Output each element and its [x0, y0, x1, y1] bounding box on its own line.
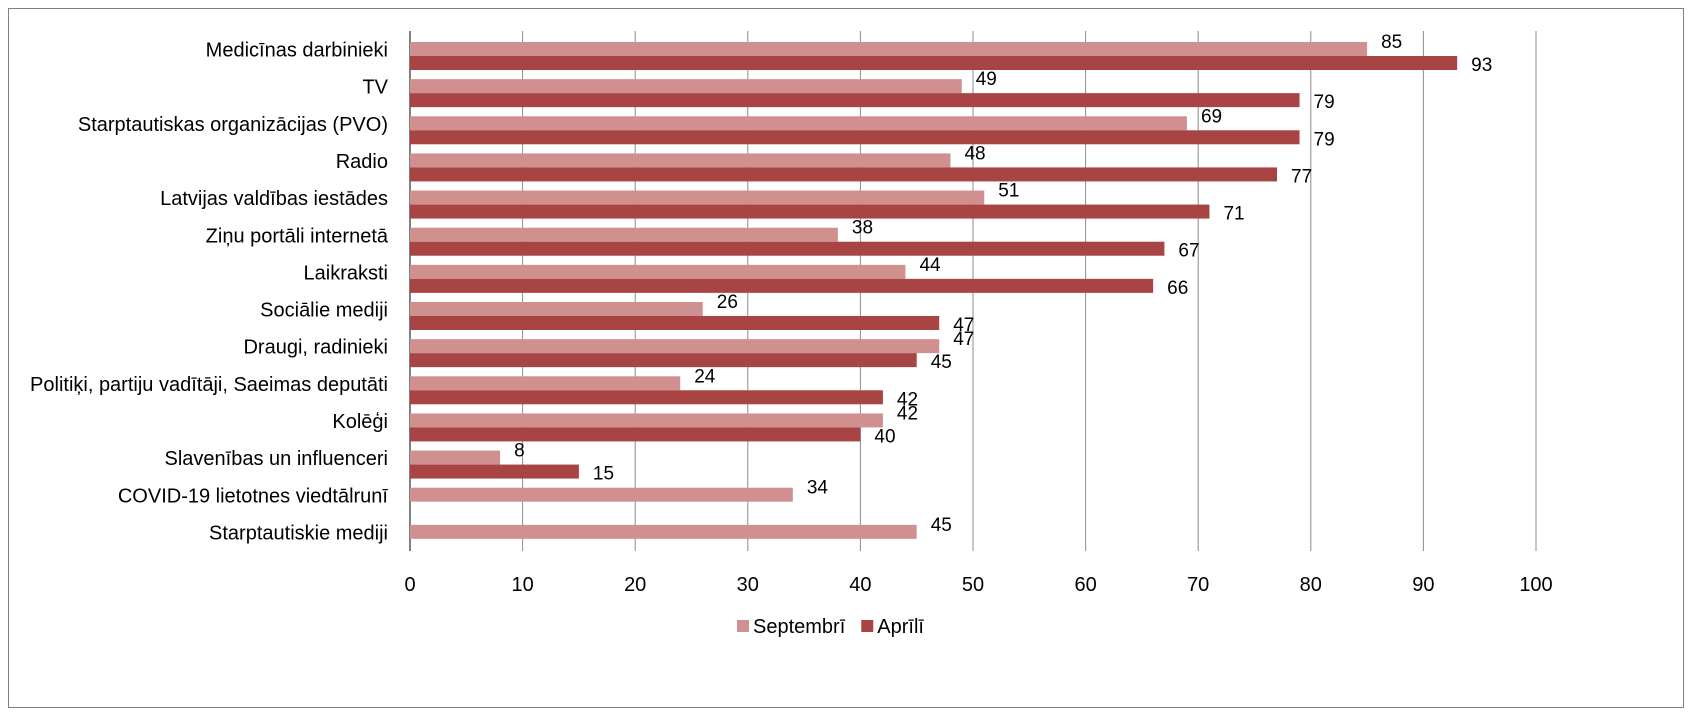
x-tick-label: 60 — [1074, 574, 1096, 596]
bar-aprili — [410, 353, 917, 368]
category-label: TV — [362, 77, 388, 99]
x-tick-label: 70 — [1187, 574, 1209, 596]
data-label: 45 — [931, 515, 952, 536]
category-label: Radio — [336, 151, 388, 173]
data-label: 26 — [717, 292, 738, 313]
data-label: 79 — [1314, 92, 1335, 113]
bar-aprili — [410, 241, 1165, 256]
bar-aprili — [410, 130, 1300, 145]
bar-septembri — [410, 190, 985, 205]
x-tick-label: 50 — [962, 574, 984, 596]
legend-label: Aprīlī — [877, 616, 924, 638]
bar-septembri — [410, 339, 940, 354]
category-labels: Medicīnas darbinieki TV Starptautiskas org… — [30, 40, 389, 545]
data-label: 49 — [976, 69, 997, 90]
bar-septembri — [410, 376, 681, 391]
category-label: Sociālie mediji — [260, 300, 388, 322]
bar-aprili — [410, 316, 940, 330]
category-label: Laikraksti — [304, 262, 388, 284]
x-tick-labels: 0 10 20 30 40 50 60 70 80 90 100 — [404, 574, 1552, 596]
category-label: Draugi, radinieki — [243, 337, 388, 359]
bar-aprili — [410, 93, 1300, 108]
category-label: Politiķi, partiju vadītāji, Saeimas depu… — [30, 374, 388, 396]
x-tick-label: 30 — [737, 574, 759, 596]
bar-septembri — [410, 487, 793, 502]
bar-aprili — [410, 464, 579, 479]
bar-septembri — [410, 302, 703, 316]
bar-septembri — [410, 42, 1368, 56]
data-label: 93 — [1471, 55, 1492, 76]
x-tick-label: 90 — [1412, 574, 1434, 596]
data-label: 42 — [897, 403, 918, 424]
legend-swatch — [861, 620, 874, 632]
legend-label: Septembrī — [753, 616, 846, 638]
data-label: 66 — [1167, 278, 1188, 299]
data-label: 40 — [874, 426, 895, 447]
bar-chart: Medicīnas darbinieki TV Starptautiskas org… — [30, 31, 1553, 638]
x-tick-label: 20 — [624, 574, 646, 596]
bar-septembri — [410, 413, 883, 428]
chart-frame: Medicīnas darbinieki TV Starptautiskas org… — [8, 8, 1684, 708]
bar-septembri — [410, 153, 951, 168]
data-label: 79 — [1314, 129, 1335, 150]
data-label: 44 — [919, 255, 941, 276]
data-label: 8 — [514, 441, 525, 462]
data-label: 34 — [807, 478, 829, 499]
data-label: 85 — [1381, 32, 1402, 53]
data-label: 15 — [593, 464, 614, 485]
data-labels: 8549694851384426472442834459379797771676… — [514, 32, 1492, 536]
x-tick-label: 0 — [404, 574, 415, 596]
category-label: COVID-19 lietotnes viedtālrunī — [118, 485, 389, 507]
data-label: 42 — [897, 389, 918, 410]
bar-aprili — [410, 390, 883, 405]
bar-septembri — [410, 450, 501, 465]
bar-septembri — [410, 227, 838, 242]
category-label: Kolēģi — [332, 411, 388, 433]
category-label: Starptautiskie mediji — [209, 522, 388, 544]
bar-aprili — [410, 278, 1154, 293]
data-label: 51 — [998, 181, 1019, 202]
data-label: 48 — [964, 143, 985, 164]
bar-aprili — [410, 167, 1278, 182]
category-label: Slavenības un influenceri — [165, 448, 388, 470]
category-label: Latvijas valdības iestādes — [160, 188, 388, 210]
data-label: 77 — [1291, 166, 1312, 187]
x-tick-label: 100 — [1519, 574, 1552, 596]
bars — [410, 42, 1458, 539]
data-label: 38 — [852, 218, 873, 239]
bar-septembri — [410, 116, 1187, 131]
category-label: Starptautiskas organizācijas (PVO) — [78, 114, 388, 136]
bar-septembri — [410, 79, 962, 94]
category-label: Ziņu portāli internetā — [206, 225, 389, 247]
bar-aprili — [410, 56, 1458, 70]
legend-swatch — [737, 620, 749, 632]
x-tick-label: 40 — [849, 574, 871, 596]
bar-aprili — [410, 204, 1210, 219]
data-label: 47 — [953, 329, 974, 350]
legend: Septembrī Aprīlī — [737, 616, 924, 638]
data-label: 45 — [931, 352, 952, 373]
data-label: 69 — [1201, 106, 1222, 127]
data-label: 71 — [1223, 204, 1244, 225]
bar-septembri — [410, 264, 906, 279]
x-tick-label: 80 — [1300, 574, 1322, 596]
data-label: 24 — [694, 366, 716, 387]
bar-septembri — [410, 524, 917, 539]
data-label: 67 — [1178, 241, 1199, 262]
data-label: 47 — [953, 315, 974, 336]
bar-aprili — [410, 427, 861, 442]
category-label: Medicīnas darbinieki — [206, 40, 388, 62]
x-tick-label: 10 — [511, 574, 533, 596]
